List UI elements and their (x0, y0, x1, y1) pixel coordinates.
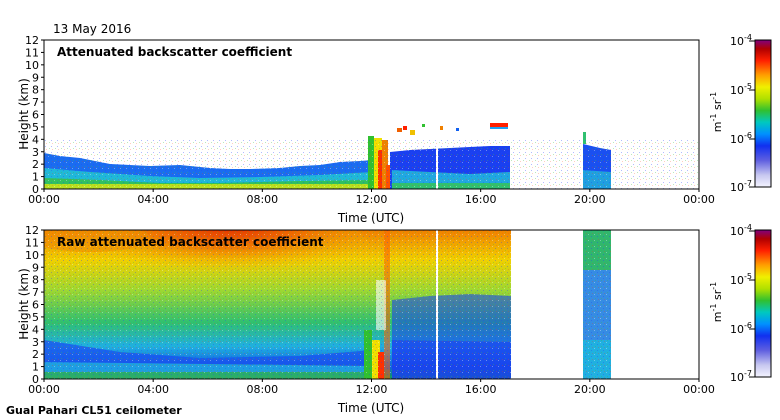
top-y-tick-label: 7 (32, 96, 39, 109)
bottom-y-tick-label: 4 (32, 323, 39, 336)
bottom-colorbar-tick-2: 10-5 (730, 272, 752, 287)
top-panel-title: Attenuated backscatter coefficient (57, 45, 292, 59)
bottom-y-tick-label: 7 (32, 286, 39, 299)
top-y-tick-label: 9 (32, 71, 39, 84)
top-y-tick-label: 2 (32, 158, 39, 171)
top-y-axis-label: Height (km) (17, 78, 31, 149)
bottom-y-tick-label: 3 (32, 336, 39, 349)
bottom-y-tick-label: 1 (32, 361, 39, 374)
bottom-x-tick-label: 20:00 (574, 383, 606, 396)
bottom-y-tick-label: 5 (32, 311, 39, 324)
bottom-x-axis-label: Time (UTC) (337, 401, 404, 415)
bottom-x-tick-label: 00:00 (28, 383, 60, 396)
top-colorbar-tick-min: 10-7 (730, 179, 752, 194)
bottom-x-tick-label: 12:00 (356, 383, 388, 396)
top-colorbar-tick-max: 10-4 (730, 33, 752, 48)
bottom-y-tick-label: 10 (25, 249, 39, 262)
top-y-tick-label: 5 (32, 121, 39, 134)
top-y-tick-label: 6 (32, 109, 39, 122)
top-y-tick-label: 0 (32, 183, 39, 196)
station-label: Gual Pahari CL51 ceilometer (6, 404, 182, 417)
bottom-y-tick-label: 11 (25, 236, 39, 249)
bottom-x-tick-label: 08:00 (246, 383, 278, 396)
bottom-x-tick-label: 16:00 (465, 383, 497, 396)
top-colorbar-unit: m-1 sr-1 (709, 92, 724, 132)
bottom-colorbar-tick-3: 10-6 (730, 321, 752, 336)
top-y-tick-label: 10 (25, 59, 39, 72)
top-y-tick-label: 11 (25, 46, 39, 59)
bottom-heatmap (44, 230, 699, 379)
bottom-y-tick-label: 6 (32, 299, 39, 312)
top-colorbar: 10-4 10-5 10-6 10-7 m-1 sr-1 (709, 33, 772, 194)
bottom-colorbar: 10-4 10-5 10-6 10-7 m-1 sr-1 (709, 223, 772, 384)
top-x-tick-label: 00:00 (28, 193, 60, 206)
top-x-tick-label: 12:00 (356, 193, 388, 206)
top-x-tick-label: 16:00 (465, 193, 497, 206)
top-y-tick-label: 8 (32, 84, 39, 97)
bottom-panel-title: Raw attenuated backscatter coefficient (57, 235, 324, 249)
top-colorbar-tick-2: 10-5 (730, 82, 752, 97)
top-x-tick-label: 08:00 (246, 193, 278, 206)
top-y-tick-label: 3 (32, 146, 39, 159)
top-x-tick-label: 00:00 (683, 193, 715, 206)
top-y-tick-label: 4 (32, 133, 39, 146)
bottom-x-tick-label: 00:00 (683, 383, 715, 396)
top-x-tick-label: 04:00 (137, 193, 169, 206)
bottom-colorbar-tick-min: 10-7 (730, 369, 752, 384)
bottom-y-tick-label: 0 (32, 373, 39, 386)
top-colorbar-tick-3: 10-6 (730, 131, 752, 146)
top-heatmap (44, 40, 699, 189)
date-label: 13 May 2016 (53, 22, 131, 36)
bottom-y-tick-label: 9 (32, 261, 39, 274)
bottom-colorbar-unit: m-1 sr-1 (709, 282, 724, 322)
top-y-tick-label: 1 (32, 171, 39, 184)
top-y-tick-label: 12 (25, 34, 39, 47)
bottom-y-tick-label: 2 (32, 348, 39, 361)
bottom-y-axis-label: Height (km) (17, 268, 31, 339)
bottom-x-tick-label: 04:00 (137, 383, 169, 396)
top-x-tick-label: 20:00 (574, 193, 606, 206)
bottom-y-tick-label: 12 (25, 224, 39, 237)
bottom-colorbar-tick-max: 10-4 (730, 223, 752, 238)
bottom-y-tick-label: 8 (32, 274, 39, 287)
top-x-axis-label: Time (UTC) (337, 211, 404, 225)
